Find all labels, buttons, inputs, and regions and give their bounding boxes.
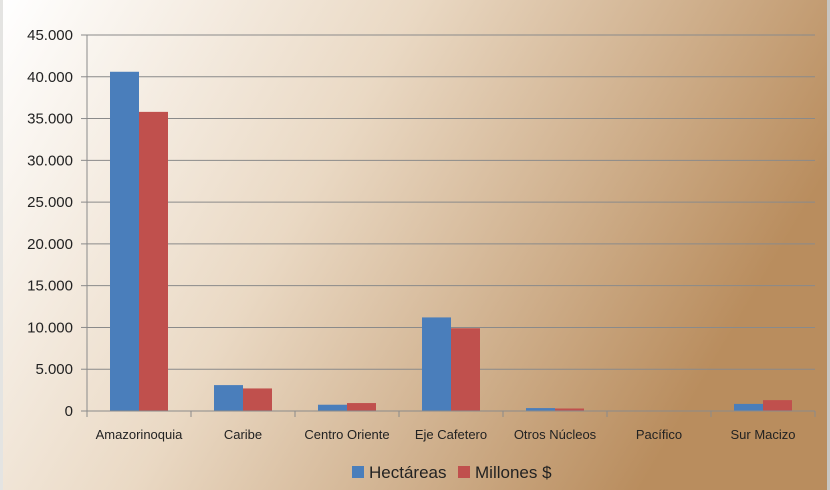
legend-swatch-millones [458,466,470,478]
y-tick-label: 10.000 [27,319,73,336]
y-tick-label: 20.000 [27,236,73,253]
bar-millones-3 [451,328,480,411]
y-tick-labels: 0 5.000 10.000 15.000 20.000 25.000 30.000 35.0… [27,27,73,420]
y-tick-label: 15.000 [27,278,73,295]
x-tick-label: Pacífico [636,427,682,442]
y-tick-label: 35.000 [27,111,73,128]
x-tick-label: Eje Cafetero [415,427,487,442]
bar-hectareas-6 [734,403,763,411]
y-tick-label: 5.000 [35,361,73,378]
bar-hectareas-0 [110,71,139,412]
gridlines [87,34,815,370]
bar-millones-0 [139,111,168,412]
y-tick-label: 25.000 [27,194,73,211]
x-tick-label: Amazorinoquia [96,427,183,442]
bars [110,71,792,412]
legend-swatch-hectareas [352,466,364,478]
y-tick-label: 30.000 [27,152,73,169]
x-tick-label: Sur Macizo [730,427,795,442]
x-tick-label: Otros Núcleos [514,427,597,442]
y-tick-label: 0 [65,403,73,420]
bar-hectareas-4 [526,408,555,411]
x-tick-labels: Amazorinoquia Caribe Centro Oriente Eje Caf… [96,427,796,442]
bar-millones-6 [763,400,792,411]
y-tick-label: 45.000 [27,27,73,44]
bar-hectareas-3 [422,317,451,411]
bar-millones-4 [555,408,584,411]
bar-millones-2 [347,403,376,411]
x-tick-label: Centro Oriente [304,427,389,442]
legend-label-hectareas: Hectáreas [369,463,446,482]
legend: Hectáreas Millones $ [352,463,552,482]
y-tick-label: 40.000 [27,69,73,86]
bar-hectareas-1 [214,385,243,411]
legend-label-millones: Millones $ [475,463,552,482]
bar-hectareas-2 [318,404,347,411]
x-tick-label: Caribe [224,427,262,442]
axes [81,34,816,417]
bar-millones-1 [243,388,272,411]
